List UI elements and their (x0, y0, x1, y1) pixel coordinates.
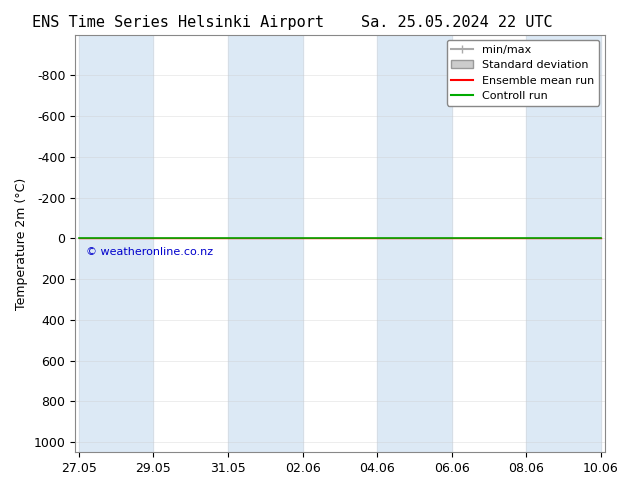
Legend: min/max, Standard deviation, Ensemble mean run, Controll run: min/max, Standard deviation, Ensemble me… (447, 40, 599, 106)
Text: Sa. 25.05.2024 22 UTC: Sa. 25.05.2024 22 UTC (361, 15, 552, 30)
Text: ENS Time Series Helsinki Airport: ENS Time Series Helsinki Airport (32, 15, 323, 30)
Bar (377, 35, 451, 452)
Bar (79, 35, 153, 452)
Bar (228, 35, 302, 452)
Text: © weatheronline.co.nz: © weatheronline.co.nz (86, 247, 213, 257)
Bar (526, 35, 601, 452)
Y-axis label: Temperature 2m (°C): Temperature 2m (°C) (15, 177, 28, 310)
